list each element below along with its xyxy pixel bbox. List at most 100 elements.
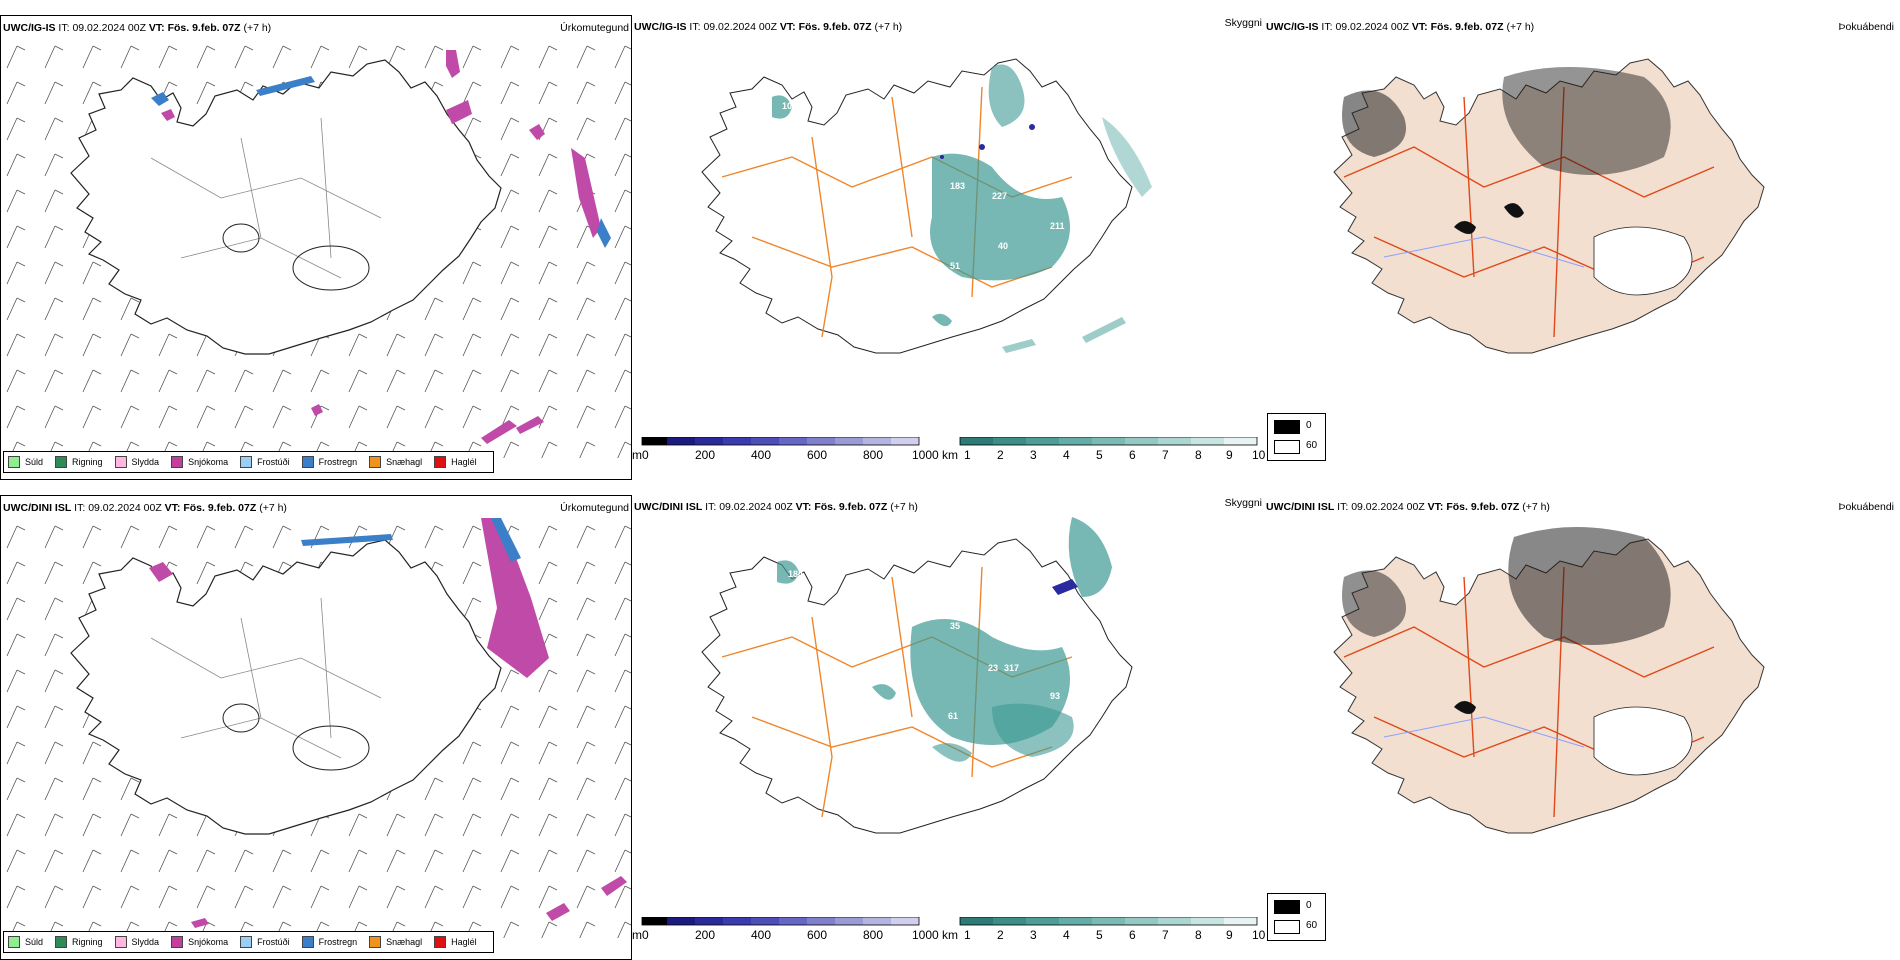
colorbar-tick: 800 [863, 928, 883, 942]
legend-swatch [301, 456, 314, 468]
cloud-base-labels: 104 183 227 40 51 555 116 211 521 35 54 [782, 101, 1127, 399]
legend-item: Súld [8, 456, 43, 468]
legend-swatch [114, 936, 127, 948]
colorbar-tick: 8 [1195, 928, 1202, 942]
colorbar-unit: km [942, 448, 958, 462]
cloud-base-label: 211 [1050, 221, 1065, 231]
cloud-base-label: 184 [788, 569, 803, 579]
colorbar-tick: 600 [807, 448, 827, 462]
legend-swatch [434, 456, 447, 468]
colorbar-tick: 8 [1195, 448, 1202, 462]
legend-item: Slydda [114, 936, 159, 948]
colorbar-tick: 2 [997, 928, 1004, 942]
legend-swatch [240, 456, 253, 468]
cloud-base-label: 12 [1116, 597, 1126, 607]
cloud-base-label: 23 [988, 663, 998, 673]
colorbar-tick: 2 [997, 448, 1004, 462]
panel-title: UWC/DINI ISL IT: 09.02.2024 00Z VT: Fös.… [1266, 501, 1550, 513]
fog-legend-2: 0 60 [1267, 893, 1326, 941]
cloud-base-labels: 184 35 23 317 12 676 25 93 61 61 606 633 [788, 569, 1155, 757]
ceiling-colorbar-svg: m 0 200 400 600 800 1000 [632, 916, 939, 942]
fog-value-high: 0 [1306, 900, 1312, 911]
legend-swatch [301, 936, 314, 948]
colorbar-tick: 200 [695, 448, 715, 462]
fog-value-low: 60 [1306, 920, 1318, 931]
panel-title: UWC/IG-IS IT: 09.02.2024 00Z VT: Fös. 9.… [634, 21, 903, 33]
precip-type-panel-2: UWC/DINI ISL IT: 09.02.2024 00Z VT: Fös.… [0, 495, 632, 960]
legend-item: Frostúði [240, 456, 290, 468]
colorbar-unit: km [942, 928, 958, 942]
fog-value-high: 0 [1306, 420, 1312, 431]
panel-title: UWC/IG-IS IT: 09.02.2024 00Z VT: Fös. 9.… [3, 22, 272, 34]
visibility-map: 184 35 23 317 12 676 25 93 61 61 606 633 [701, 517, 1155, 834]
colorbar-tick: 6 [1129, 928, 1136, 942]
colorbar-tick: 4 [1063, 928, 1070, 942]
legend-swatch [55, 456, 68, 468]
fog-index-map [1333, 527, 1765, 834]
colorbar-unit: m [632, 928, 642, 942]
colorbar-tick: 1000 [912, 448, 939, 462]
cloud-base-label: 606 [1112, 729, 1127, 739]
cloud-base-label: 555 [1072, 129, 1087, 139]
cloud-base-label: 676 [1140, 617, 1155, 627]
legend-item: Snæhagl [369, 456, 422, 468]
legend-item: Frostregn [301, 456, 357, 468]
cloud-base-label: 93 [1050, 691, 1060, 701]
precip-type-legend: Súld Rigning Slydda Snjókoma Frostúði Fr… [3, 451, 494, 473]
legend-item: Rigning [55, 936, 103, 948]
cloud-base-label: 104 [782, 101, 797, 111]
colorbar-tick: 9 [1226, 928, 1233, 942]
fog-index-title: Þokuábendi [1838, 21, 1894, 33]
colorbar-tick: 200 [695, 928, 715, 942]
legend-swatch [8, 936, 20, 948]
colorbar-tick: 7 [1162, 448, 1169, 462]
visibility-title: Skyggni [1224, 497, 1262, 509]
visibility-colorbar-svg: km 1 2 3 4 5 6 7 8 9 10 [942, 916, 1266, 942]
precip-type-title: Úrkomutegund [560, 22, 629, 34]
visibility-colorbar-1: km 1 2 3 4 5 6 7 8 9 10 [942, 436, 1272, 463]
legend-swatch [434, 936, 447, 948]
cloud-base-label: 227 [992, 191, 1007, 201]
legend-swatch [114, 456, 127, 468]
legend-item: Frostregn [301, 936, 357, 948]
legend-item: Snjókoma [171, 936, 228, 948]
legend-item: Snæhagl [369, 936, 422, 948]
colorbar-tick: 1000 [912, 928, 939, 942]
legend-item: Haglél [434, 456, 477, 468]
panel-title: UWC/IG-IS IT: 09.02.2024 00Z VT: Fös. 9.… [1266, 21, 1535, 33]
legend-swatch [369, 456, 382, 468]
colorbar-tick: 5 [1096, 448, 1103, 462]
colorbar-tick: 4 [1063, 448, 1070, 462]
colorbar-tick: 400 [751, 928, 771, 942]
legend-swatch [369, 936, 382, 948]
visibility-panel-1: UWC/IG-IS IT: 09.02.2024 00Z VT: Fös. 9.… [632, 15, 1264, 480]
cloud-base-label: 35 [950, 621, 960, 631]
visibility-colorbar-svg: km 1 2 3 4 5 6 7 8 9 10 [942, 436, 1266, 462]
cloud-base-label: 633 [1094, 747, 1109, 757]
fog-swatch-high [1274, 420, 1300, 434]
fog-value-low: 60 [1306, 440, 1318, 451]
cloud-base-label: 521 [1092, 291, 1107, 301]
colorbar-tick: 5 [1096, 928, 1103, 942]
visibility-colorbar-2: km 1 2 3 4 5 6 7 8 9 10 [942, 916, 1272, 943]
legend-swatch [240, 936, 253, 948]
ceiling-colorbar-svg: m 0 200 400 600 800 1000 [632, 436, 939, 462]
colorbar-tick: 0 [642, 928, 649, 942]
fog-index-title: Þokuábendi [1838, 501, 1894, 513]
fog-index-map [1333, 58, 1765, 354]
legend-swatch [171, 456, 184, 468]
colorbar-tick: 10 [1252, 448, 1266, 462]
colorbar-tick: 1 [964, 928, 971, 942]
legend-item: Snjókoma [171, 456, 228, 468]
fog-swatch-low [1274, 920, 1300, 934]
colorbar-tick: 0 [642, 448, 649, 462]
colorbar-tick: 600 [807, 928, 827, 942]
colorbar-tick: 7 [1162, 928, 1169, 942]
legend-item: Súld [8, 936, 43, 948]
legend-item: Frostúði [240, 936, 290, 948]
panel-title: UWC/DINI ISL IT: 09.02.2024 00Z VT: Fös.… [634, 501, 918, 513]
fog-swatch-low [1274, 440, 1300, 454]
panel-title: UWC/DINI ISL IT: 09.02.2024 00Z VT: Fös.… [3, 502, 287, 514]
visibility-panel-2: UWC/DINI ISL IT: 09.02.2024 00Z VT: Fös.… [632, 495, 1264, 960]
legend-swatch [171, 936, 184, 948]
